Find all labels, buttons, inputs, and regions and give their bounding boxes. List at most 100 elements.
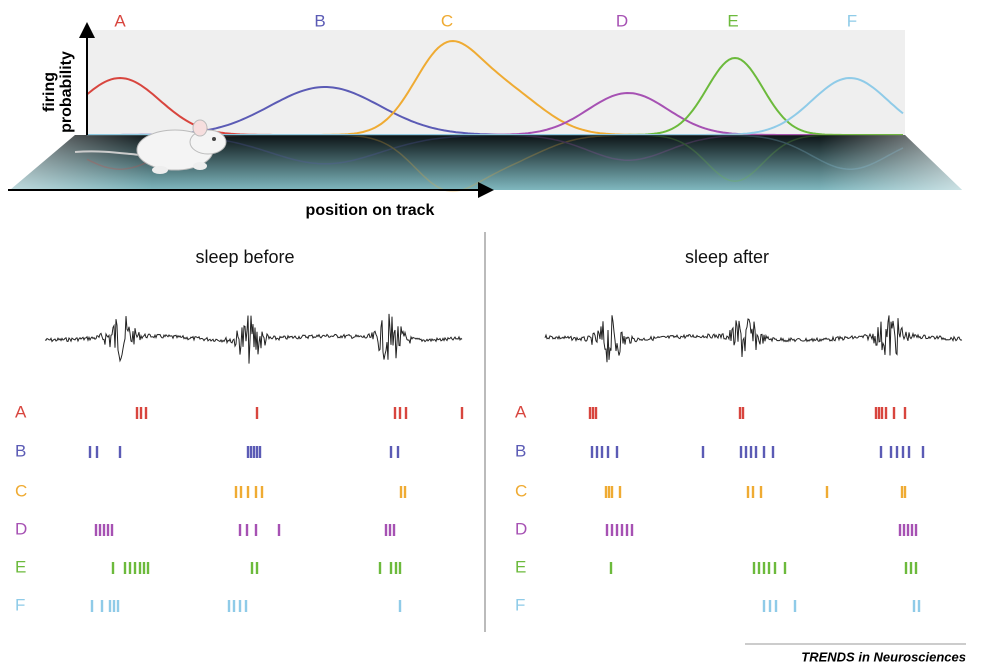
spike	[393, 407, 397, 419]
spike	[701, 446, 705, 458]
spike	[620, 524, 624, 536]
spike	[904, 562, 908, 574]
spike	[398, 600, 402, 612]
spike	[889, 446, 893, 458]
spike	[258, 446, 262, 458]
spike	[910, 524, 914, 536]
spike	[392, 524, 396, 536]
place-field-label: A	[114, 11, 126, 30]
spike	[238, 524, 242, 536]
spike	[884, 407, 888, 419]
spike	[123, 562, 127, 574]
place-field-label: B	[314, 11, 325, 30]
spike	[921, 446, 925, 458]
spike	[128, 562, 132, 574]
spike	[100, 600, 104, 612]
spike	[609, 562, 613, 574]
spike	[595, 446, 599, 458]
mouse	[74, 119, 227, 174]
spike	[590, 446, 594, 458]
place-field-label: E	[727, 11, 738, 30]
spike	[762, 562, 766, 574]
spike	[277, 524, 281, 536]
spike	[604, 486, 608, 498]
spike	[460, 407, 464, 419]
row-label: E	[15, 557, 26, 576]
spike	[146, 562, 150, 574]
spike	[615, 446, 619, 458]
spike	[116, 600, 120, 612]
spike	[244, 600, 248, 612]
spike	[110, 524, 114, 536]
spike	[255, 446, 259, 458]
spike	[774, 600, 778, 612]
spike	[594, 407, 598, 419]
spike	[610, 524, 614, 536]
spike	[762, 446, 766, 458]
spike	[396, 446, 400, 458]
spike	[914, 562, 918, 574]
spike	[877, 407, 881, 419]
place-field-label: C	[441, 11, 453, 30]
spike	[600, 446, 604, 458]
track-highlight	[10, 135, 962, 190]
spike	[252, 446, 256, 458]
spike	[907, 446, 911, 458]
spike	[239, 486, 243, 498]
spike	[917, 600, 921, 612]
spike	[739, 446, 743, 458]
spike	[133, 562, 137, 574]
spike	[95, 446, 99, 458]
spike	[404, 407, 408, 419]
spike	[752, 562, 756, 574]
spike	[741, 407, 745, 419]
spike	[879, 446, 883, 458]
spike	[759, 486, 763, 498]
spike	[618, 486, 622, 498]
row-label: A	[15, 402, 27, 421]
spike	[398, 407, 402, 419]
spike	[403, 486, 407, 498]
spike	[94, 524, 98, 536]
spike	[754, 446, 758, 458]
spike	[138, 562, 142, 574]
spike	[773, 562, 777, 574]
spike	[111, 562, 115, 574]
spike	[106, 524, 110, 536]
spike-rasters	[88, 407, 925, 612]
spike	[394, 562, 398, 574]
spike	[625, 524, 629, 536]
spike	[903, 486, 907, 498]
spike	[384, 524, 388, 536]
spike	[588, 407, 592, 419]
spike	[825, 486, 829, 498]
lfp-trace	[544, 315, 963, 363]
row-label: C	[15, 481, 27, 500]
spike	[909, 562, 913, 574]
y-axis-label: probability	[58, 51, 75, 133]
row-label: C	[515, 481, 527, 500]
spike	[757, 562, 761, 574]
spike	[606, 446, 610, 458]
spike	[746, 486, 750, 498]
row-label: E	[515, 557, 526, 576]
spike	[895, 446, 899, 458]
spike	[615, 524, 619, 536]
spike	[901, 446, 905, 458]
lfp-traces	[44, 313, 963, 364]
row-label: B	[15, 441, 26, 460]
panel-title: sleep before	[195, 247, 294, 267]
row-label: B	[515, 441, 526, 460]
x-axis-label: position on track	[306, 202, 435, 219]
spike	[398, 562, 402, 574]
spike	[142, 562, 146, 574]
spike	[762, 600, 766, 612]
spike	[102, 524, 106, 536]
spike	[98, 524, 102, 536]
spike	[630, 524, 634, 536]
spike	[88, 446, 92, 458]
row-label: A	[515, 402, 527, 421]
spike	[744, 446, 748, 458]
spike	[389, 562, 393, 574]
place-field-label: F	[847, 11, 857, 30]
